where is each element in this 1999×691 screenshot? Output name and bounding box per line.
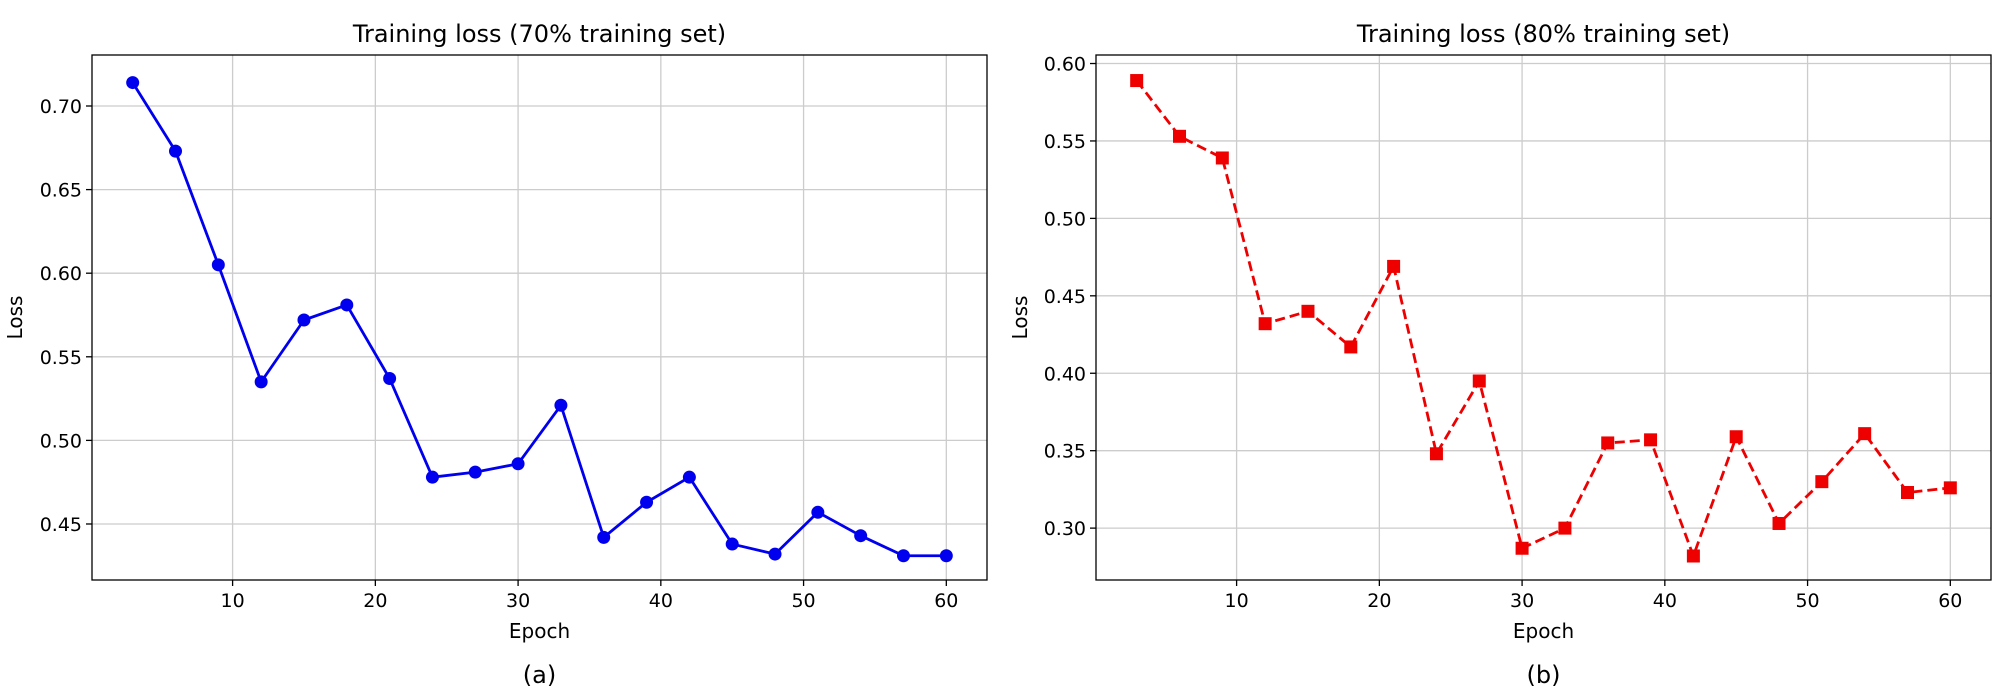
x-tick-label: 50 bbox=[1795, 590, 1819, 612]
data-point bbox=[1130, 74, 1144, 88]
data-point bbox=[768, 547, 782, 561]
data-point bbox=[640, 495, 654, 509]
data-point bbox=[1344, 340, 1358, 354]
data-point bbox=[1772, 516, 1786, 530]
y-tick-label: 0.45 bbox=[1044, 286, 1086, 308]
data-point bbox=[1686, 549, 1700, 563]
data-point bbox=[1301, 304, 1315, 318]
y-axis-label: Loss bbox=[1008, 296, 1032, 340]
data-point bbox=[811, 505, 825, 519]
x-tick-label: 10 bbox=[1225, 590, 1249, 612]
data-point bbox=[425, 470, 439, 484]
data-point bbox=[854, 529, 868, 543]
x-axis-label: Epoch bbox=[1513, 619, 1574, 643]
data-point bbox=[1858, 427, 1872, 441]
plot-frame bbox=[91, 54, 988, 581]
data-point bbox=[297, 313, 311, 327]
x-tick-label: 60 bbox=[934, 590, 958, 612]
x-tick-label: 30 bbox=[506, 590, 530, 612]
x-tick-label: 50 bbox=[791, 590, 815, 612]
chart-title: Training loss (80% training set) bbox=[1356, 20, 1730, 48]
y-tick-label: 0.65 bbox=[40, 180, 82, 202]
data-point bbox=[1815, 475, 1829, 489]
chart-b: 10 20 30 40 50 60 0.30 0.35 0.40 0.45 0.50 0.55 0.60… bbox=[1008, 20, 1992, 689]
data-point bbox=[383, 372, 397, 386]
y-tick-label: 0.40 bbox=[1044, 363, 1086, 385]
x-tick-label: 40 bbox=[649, 590, 673, 612]
x-tick-label: 20 bbox=[363, 590, 387, 612]
x-tick-label: 40 bbox=[1653, 590, 1677, 612]
y-tick-label: 0.50 bbox=[40, 430, 82, 452]
figure-caption: (b) bbox=[1527, 661, 1561, 689]
y-tick-label: 0.45 bbox=[40, 514, 82, 536]
figure-caption: (a) bbox=[523, 661, 556, 689]
data-point bbox=[1644, 433, 1658, 447]
data-point bbox=[597, 530, 611, 544]
chart-title: Training loss (70% training set) bbox=[352, 20, 726, 48]
y-tick-label: 0.70 bbox=[40, 96, 82, 118]
data-point bbox=[126, 76, 140, 90]
data-point bbox=[1472, 374, 1486, 388]
series-line bbox=[1135, 79, 1951, 558]
chart-a: 10 20 30 40 50 60 0.45 0.50 0.55 0.60 0.65 0.70 Trai… bbox=[3, 20, 988, 689]
data-point bbox=[1558, 521, 1572, 535]
y-tick-label: 0.60 bbox=[1044, 54, 1086, 76]
data-point bbox=[725, 537, 739, 551]
data-point bbox=[211, 258, 225, 272]
y-axis-label: Loss bbox=[3, 296, 27, 340]
data-point bbox=[554, 398, 568, 412]
data-point bbox=[1601, 436, 1615, 450]
data-point bbox=[511, 457, 525, 471]
y-tick-label: 0.30 bbox=[1044, 518, 1086, 540]
data-point bbox=[1729, 430, 1743, 444]
x-tick-label: 20 bbox=[1367, 590, 1391, 612]
data-point bbox=[340, 298, 354, 312]
y-tick-label: 0.55 bbox=[1044, 131, 1086, 153]
data-point bbox=[468, 465, 482, 479]
data-point bbox=[682, 470, 696, 484]
data-point bbox=[1515, 541, 1529, 555]
data-point bbox=[169, 144, 183, 158]
y-tick-label: 0.35 bbox=[1044, 441, 1086, 463]
y-tick-label: 0.55 bbox=[40, 347, 82, 369]
plot-frame bbox=[1095, 54, 1992, 581]
data-point bbox=[1429, 447, 1443, 461]
data-point bbox=[1215, 151, 1229, 165]
data-point bbox=[254, 375, 268, 389]
x-tick-label: 10 bbox=[221, 590, 245, 612]
y-tick-label: 0.60 bbox=[40, 263, 82, 285]
data-point bbox=[896, 549, 910, 563]
data-point bbox=[1387, 259, 1401, 273]
data-point bbox=[1900, 486, 1914, 499]
data-point bbox=[939, 549, 953, 563]
data-point bbox=[1258, 317, 1272, 331]
x-tick-label: 30 bbox=[1510, 590, 1534, 612]
series-line bbox=[131, 81, 947, 558]
x-axis-label: Epoch bbox=[509, 619, 570, 643]
x-tick-label: 60 bbox=[1938, 590, 1962, 612]
data-point bbox=[1943, 481, 1957, 495]
data-point bbox=[1173, 129, 1187, 143]
y-tick-label: 0.50 bbox=[1044, 208, 1086, 230]
